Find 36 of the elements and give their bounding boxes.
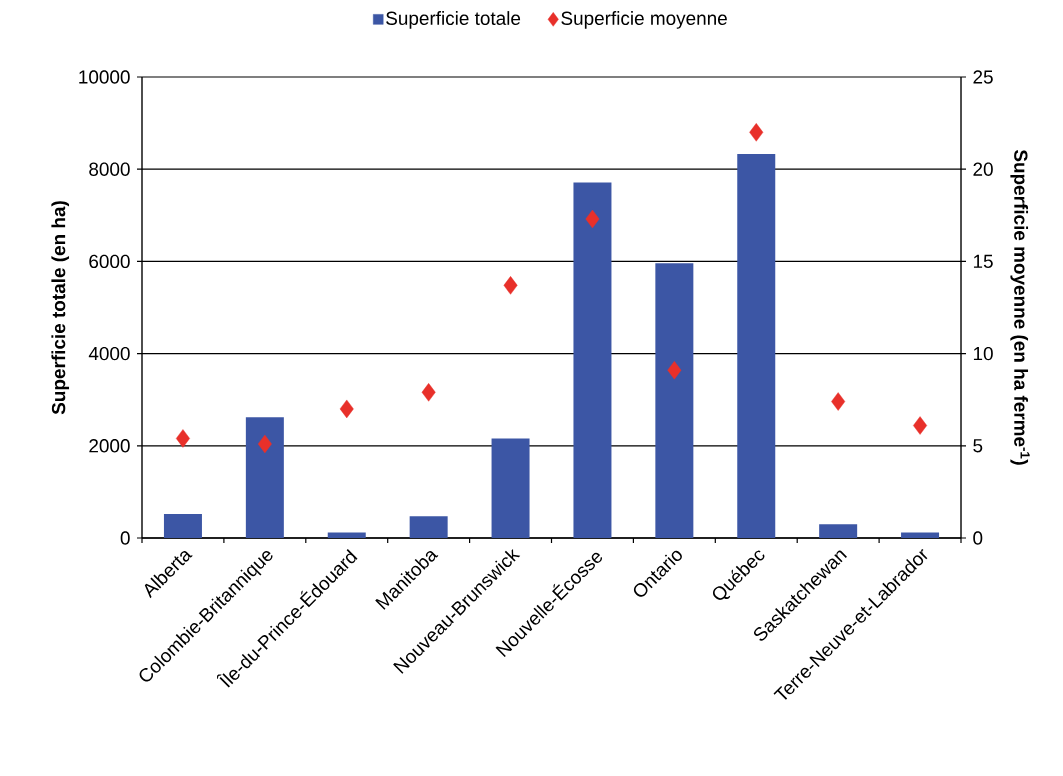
bar bbox=[245, 417, 284, 538]
y-tick-label: 0 bbox=[120, 531, 130, 545]
bar bbox=[655, 263, 694, 538]
y-tick-label: 4000 bbox=[88, 346, 130, 361]
point bbox=[176, 429, 190, 448]
point bbox=[749, 123, 764, 142]
y-tick-label: 8000 bbox=[89, 162, 130, 176]
y2-tick-label: 10 bbox=[973, 346, 993, 361]
point bbox=[585, 209, 600, 229]
y-tick-label: 6000 bbox=[89, 254, 130, 269]
y2-axis-title: Superficie moyenne (en ha ferme$^{-1}$) bbox=[1010, 149, 1030, 465]
bar bbox=[737, 153, 776, 538]
bar bbox=[819, 524, 858, 538]
legend-label: Superficie totale bbox=[386, 11, 521, 29]
legend-label: Superficie moyenne bbox=[561, 11, 727, 29]
point bbox=[913, 416, 927, 435]
point bbox=[831, 392, 846, 411]
y2-tick-label: 15 bbox=[973, 254, 993, 268]
y2-tick-label: 20 bbox=[973, 162, 993, 176]
point bbox=[667, 361, 682, 380]
bar bbox=[163, 514, 202, 538]
point bbox=[503, 276, 518, 295]
bar bbox=[573, 182, 612, 538]
bar bbox=[327, 532, 366, 538]
y2-tick-label: 5 bbox=[973, 439, 983, 453]
point bbox=[339, 399, 354, 419]
point bbox=[421, 383, 436, 402]
y2-tick-label: 25 bbox=[973, 70, 993, 84]
y2-tick-label: 0 bbox=[973, 531, 983, 545]
bar bbox=[901, 532, 940, 538]
point bbox=[257, 434, 272, 454]
bar bbox=[409, 516, 448, 538]
y-axis-title: Superficie totale (en ha) bbox=[51, 201, 70, 415]
y-tick-label: 10000 bbox=[79, 70, 130, 84]
bar bbox=[491, 438, 530, 538]
y-tick-label: 2000 bbox=[89, 439, 130, 453]
